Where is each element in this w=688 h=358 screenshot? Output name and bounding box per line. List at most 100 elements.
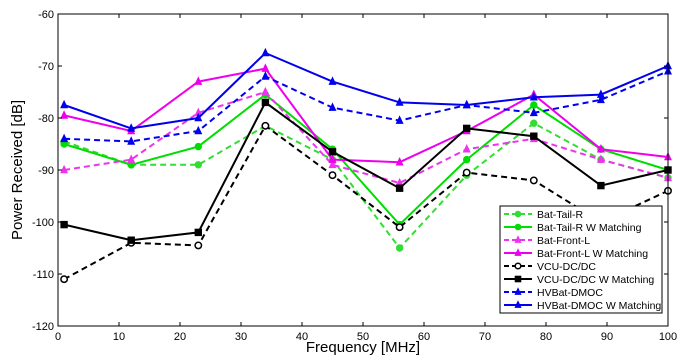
legend-label: HVBat-DMOC W Matching: [537, 300, 661, 312]
data-point: [596, 144, 605, 153]
data-point: [261, 86, 270, 96]
data-point: [462, 99, 471, 109]
x-tick-label: 80: [540, 331, 552, 343]
series-line: [63, 67, 669, 164]
marks-layer: [60, 47, 672, 284]
x-tick-label: 50: [357, 331, 369, 343]
data-point: [60, 133, 69, 143]
data-point: [395, 115, 404, 124]
data-point: [261, 71, 270, 80]
data-point: [395, 97, 404, 106]
y-tick-label: -80: [38, 113, 54, 125]
data-point: [261, 98, 270, 107]
data-point: [194, 241, 203, 250]
series-bat-front-l-w-matching: [60, 63, 672, 166]
data-point: [328, 102, 337, 111]
data-point: [463, 155, 471, 164]
series-line: [64, 70, 669, 143]
legend-label: HVBat-DMOC: [537, 287, 603, 299]
legend-marker: [514, 248, 522, 256]
legend-marker: [514, 223, 522, 231]
legend-marker: [514, 210, 522, 218]
data-point: [530, 132, 538, 140]
legend-marker: [514, 262, 522, 270]
y-axis-label: Power Received [dB]: [9, 100, 26, 240]
x-tick-label: 20: [174, 331, 186, 343]
series-line: [63, 100, 669, 242]
data-point: [127, 154, 136, 163]
data-point: [529, 176, 538, 185]
legend-item: Bat-Front-L: [504, 235, 590, 247]
x-tick-label: 10: [113, 331, 125, 343]
data-point: [194, 161, 203, 169]
data-point: [127, 136, 136, 145]
data-point: [529, 92, 538, 101]
legend-marker: [514, 275, 522, 283]
y-tick-label: -120: [32, 321, 54, 333]
series-vcu-dc-dc: [60, 121, 672, 284]
data-point: [395, 244, 404, 252]
legend-item: Bat-Tail-R: [504, 209, 584, 221]
legend-marker: [514, 300, 522, 308]
y-tick-label: -60: [38, 9, 54, 21]
data-point: [127, 236, 135, 244]
data-point: [328, 171, 337, 180]
legend-label: Bat-Tail-R W Matching: [537, 222, 642, 234]
data-point: [530, 101, 538, 109]
data-point: [463, 124, 471, 133]
y-tick-label: -70: [38, 61, 54, 73]
legend-marker: [514, 235, 522, 243]
data-point: [395, 223, 404, 232]
data-point: [395, 157, 404, 166]
x-tick-label: 90: [601, 331, 613, 343]
data-point: [596, 94, 605, 104]
y-tick-label: -110: [33, 269, 54, 281]
legend-label: Bat-Front-L W Matching: [537, 248, 648, 260]
data-point: [127, 123, 136, 132]
series-bat-front-l: [60, 86, 672, 187]
data-point: [529, 107, 538, 117]
data-point: [261, 121, 270, 130]
x-axis-label: Frequency [MHz]: [306, 339, 420, 356]
data-point: [462, 168, 471, 177]
data-point: [194, 125, 203, 135]
series-line: [63, 93, 669, 227]
legend-item: HVBat-DMOC W Matching: [504, 300, 661, 312]
x-tick-label: 100: [659, 331, 677, 343]
data-point: [60, 99, 69, 109]
data-point: [395, 184, 404, 192]
data-point: [60, 110, 69, 119]
series-line: [63, 122, 669, 250]
data-point: [530, 119, 538, 127]
ticks-layer: 0 10 20 30 40 50 60 70 80 90 100 -120 -110 -100 -90 -80…: [32, 9, 677, 343]
data-point: [60, 220, 68, 229]
data-point: [596, 154, 605, 163]
data-point: [261, 47, 270, 57]
legend-box: [499, 205, 663, 314]
legend-label: VCU-DC/DC: [537, 261, 596, 273]
data-point: [328, 76, 337, 85]
legend-item: Bat-Tail-R W Matching: [504, 222, 642, 234]
legend-item: HVBat-DMOC: [504, 287, 603, 299]
series-line: [63, 90, 669, 185]
legend-label: Bat-Front-L: [537, 235, 590, 247]
legend-label: VCU-DC/DC W Matching: [537, 274, 654, 286]
data-point: [597, 181, 605, 190]
data-point: [60, 164, 69, 174]
data-point: [462, 144, 471, 153]
data-point: [596, 89, 605, 98]
data-point: [261, 63, 270, 72]
series-line: [63, 124, 669, 281]
data-point: [194, 142, 203, 151]
x-tick-label: 30: [235, 331, 247, 343]
data-point: [194, 112, 203, 122]
data-point: [60, 275, 69, 284]
x-tick-label: 0: [55, 331, 61, 343]
data-point: [194, 76, 203, 85]
x-tick-label: 70: [479, 331, 491, 343]
series-hvbat-dmoc-w-matching: [60, 47, 672, 132]
